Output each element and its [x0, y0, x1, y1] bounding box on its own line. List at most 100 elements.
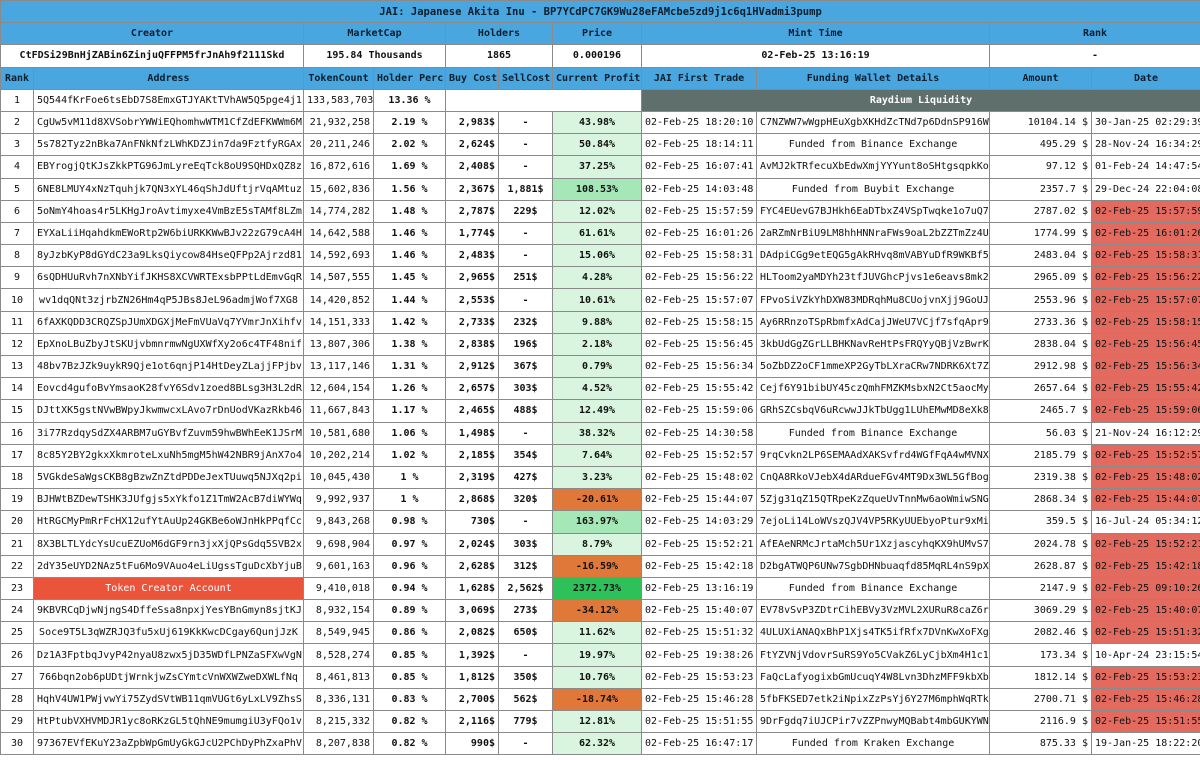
col-holder-perc: Holder Perc	[373, 66, 446, 90]
table-row: 12 EpXnoLBuZbyJtSKUjvbmnrmwNgUXWfXy2o6c4T…	[0, 332, 1200, 357]
row-funding-wallet: Funded from Buybit Exchange	[756, 177, 990, 201]
price-value: 0.000196	[552, 44, 642, 68]
table-row: 20 HtRGCMyPmRrFcHX12ufYtAuUp24GKBe6oWJnHk…	[0, 510, 1200, 534]
row-date: 16-Jul-24 05:34:12	[1090, 510, 1200, 534]
row-address: 5VGkdeSaWgsCKB8gBzwZnZtdPDDeJexTUuwq5NJX…	[33, 465, 304, 490]
row-funding-wallet: FPvoSiVZkYhDXW83MDRqhMu8CUojvnXjj9GoUJcM…	[756, 288, 990, 312]
rank-summary-value: -	[988, 44, 1200, 68]
row-funding-wallet: 9DrFgdq7iUJCPir7vZZPnwyMQBabt4mbGUKYWN5e…	[756, 709, 990, 734]
row-date: 02-Feb-25 15:44:07	[1090, 488, 1200, 512]
row-date: 02-Feb-25 15:46:28	[1090, 687, 1200, 712]
rank-summary-header: Rank	[988, 22, 1200, 46]
row-holder-perc: 1.26 %	[373, 377, 446, 401]
row-tokencount: 10,202,214	[303, 443, 374, 467]
row-buy-cost: 2,367$	[445, 177, 499, 201]
row-tokencount: 20,211,246	[303, 133, 374, 157]
row-tokencount: 9,698,904	[303, 532, 374, 556]
row-rank: 19	[0, 488, 34, 512]
row-sell-cost: 1,881$	[498, 177, 553, 201]
row-address: 5s782Tyz2nBka7AnFNkNfzLWhKDZJin7da9Fztfy…	[33, 133, 304, 157]
row-date: 02-Feb-25 15:58:15	[1090, 310, 1200, 334]
row-sell-cost: -	[498, 421, 553, 445]
row-tokencount: 9,410,018	[303, 576, 374, 601]
row-sell-cost: 303$	[498, 532, 553, 556]
row-buy-cost: 2,483$	[445, 244, 499, 268]
row-sell-cost: 251$	[498, 266, 553, 290]
table-row: 3 5s782Tyz2nBka7AnFNkNfzLWhKDZJin7da9Fztf…	[0, 133, 1200, 157]
row-funding-wallet: 5oZbDZ2oCF1mmeXP2GyTbLXraCRw7NDRK6Xt7Zjg…	[756, 354, 990, 379]
creator-header: Creator	[0, 22, 304, 46]
row-funding-wallet: GRhSZCsbqV6uRcwwJJkTbUgg1LUhEMwMD8eXk8CS…	[756, 399, 990, 423]
row-amount: 1812.14 $	[989, 665, 1092, 689]
row-funding-wallet: FYC4EUevG7BJHkh6EaDTbxZ4VSpTwqke1o7uQ7Px…	[756, 199, 990, 223]
row-amount: 2082.46 $	[989, 621, 1092, 645]
row-sell-cost: 488$	[498, 399, 553, 423]
row-sell-cost: 229$	[498, 199, 553, 223]
row-first-trade: 02-Feb-25 18:14:11	[641, 133, 757, 157]
row-date: 02-Feb-25 15:55:42	[1090, 377, 1200, 401]
row-holder-perc: 0.83 %	[373, 687, 446, 712]
row-current-profit: 19.97%	[552, 643, 642, 667]
creator-account-label: Token Creator Account	[33, 576, 304, 601]
row-address: Dz1A3FptbqJvyP42nyaU8zwx5jD35WDfLPNZaSFX…	[33, 643, 304, 667]
row-date: 21-Nov-24 16:12:29	[1090, 421, 1200, 445]
row-buy-cost: 1,392$	[445, 643, 499, 667]
row-current-profit: 2.18%	[552, 332, 642, 357]
row-first-trade: 02-Feb-25 15:51:55	[641, 709, 757, 734]
row-date: 02-Feb-25 15:51:32	[1090, 621, 1200, 645]
row-tokencount: 16,872,616	[303, 155, 374, 179]
row-address: 5Q544fKrFoe6tsEbD7S8EmxGTJYAKtTVhAW5Q5pg…	[33, 88, 304, 112]
row-amount: 2965.09 $	[989, 266, 1092, 290]
row-address: HtRGCMyPmRrFcHX12ufYtAuUp24GKBe6oWJnHkPP…	[33, 510, 304, 534]
row-address: HqhV4UW1PWjvwYi75ZydSVtWB11qmVUGt6yLxLV9…	[33, 687, 304, 712]
col-current-profit: Current Profit	[552, 66, 642, 90]
row-date: 29-Dec-24 22:04:08	[1090, 177, 1200, 201]
row-rank: 5	[0, 177, 34, 201]
row-buy-cost: 2,628$	[445, 554, 499, 578]
row-amount: 2483.04 $	[989, 244, 1092, 268]
row-funding-wallet: 2aRZmNrBiU9LM8hhHNNraFWs9oaL2bZZTmZz4Uo2…	[756, 221, 990, 246]
row-tokencount: 133,583,703	[303, 88, 374, 112]
col-funding-wallet: Funding Wallet Details	[756, 66, 990, 90]
table-row: 30 97367EVfEKuY23aZpbWpGmUyGkGJcU2PChDyPh…	[0, 732, 1200, 756]
table-row: 14 Eovcd4gufoBvYmsaoK28fvY6Sdv1zoed8BLsg3…	[0, 377, 1200, 401]
row-amount: 97.12 $	[989, 155, 1092, 179]
row-sell-cost: 350$	[498, 665, 553, 689]
title-row: JAI: Japanese Akita Inu - BP7YCdPC7GK9Wu…	[0, 0, 1200, 24]
row-holder-perc: 1.56 %	[373, 177, 446, 201]
row-sell-cost: 650$	[498, 621, 553, 645]
row-funding-wallet: 5Zjg31qZ15QTRpeKzZqueUvTnnMw6aoWmiwSNG4E…	[756, 488, 990, 512]
row-holder-perc: 1.69 %	[373, 155, 446, 179]
row-tokencount: 8,207,838	[303, 732, 374, 756]
row-first-trade: 02-Feb-25 16:47:17	[641, 732, 757, 756]
row-buy-cost: 2,838$	[445, 332, 499, 357]
row-rank: 12	[0, 332, 34, 357]
row-current-profit: 0.79%	[552, 354, 642, 379]
row-funding-wallet: AvMJ2kTRfecuXbEdwXmjYYYunt8oSHtgsqpkKoca…	[756, 155, 990, 179]
row-sell-cost: 2,562$	[498, 576, 553, 601]
row-current-profit: 9.88%	[552, 310, 642, 334]
row-holder-perc: 1.46 %	[373, 244, 446, 268]
row-buy-cost: 2,733$	[445, 310, 499, 334]
table-row: 6 5oNmY4hoas4r5LKHgJroAvtimyxe4VmBzE5sTAM…	[0, 199, 1200, 223]
table-row: 22 2dY35eUYD2NAz5tFu6Mo9VAuo4eLiUgssTguDc…	[0, 554, 1200, 578]
row-amount: 3069.29 $	[989, 599, 1092, 623]
row-buy-cost: 2,983$	[445, 110, 499, 135]
row-holder-perc: 2.19 %	[373, 110, 446, 135]
row-address: 2dY35eUYD2NAz5tFu6Mo9VAuo4eLiUgssTguDcXb…	[33, 554, 304, 578]
table-row: 2 CgUw5vM11d8XVSobrYWWiEQhomhwWTM1CfZdEFK…	[0, 110, 1200, 135]
row-buy-cost: 1,812$	[445, 665, 499, 689]
row-amount: 2553.96 $	[989, 288, 1092, 312]
table-row: 8 8yJzbKyP8dGYdC23a9LksQiycow84HseQFPp2Aj…	[0, 244, 1200, 268]
summary-header-row: Creator MarketCap Holders Price Mint Tim…	[0, 22, 1200, 46]
row-current-profit: 10.76%	[552, 665, 642, 689]
row-address: EBYrogjQtKJsZkkPTG96JmLyreEqTck8oU9SQHDx…	[33, 155, 304, 179]
row-holder-perc: 0.82 %	[373, 709, 446, 734]
row-holder-perc: 1.02 %	[373, 443, 446, 467]
row-rank: 6	[0, 199, 34, 223]
row-tokencount: 8,528,274	[303, 643, 374, 667]
row-first-trade: 02-Feb-25 15:55:42	[641, 377, 757, 401]
row-current-profit: 10.61%	[552, 288, 642, 312]
row-current-profit: 2372.73%	[552, 576, 642, 601]
row-date: 02-Feb-25 15:59:06	[1090, 399, 1200, 423]
